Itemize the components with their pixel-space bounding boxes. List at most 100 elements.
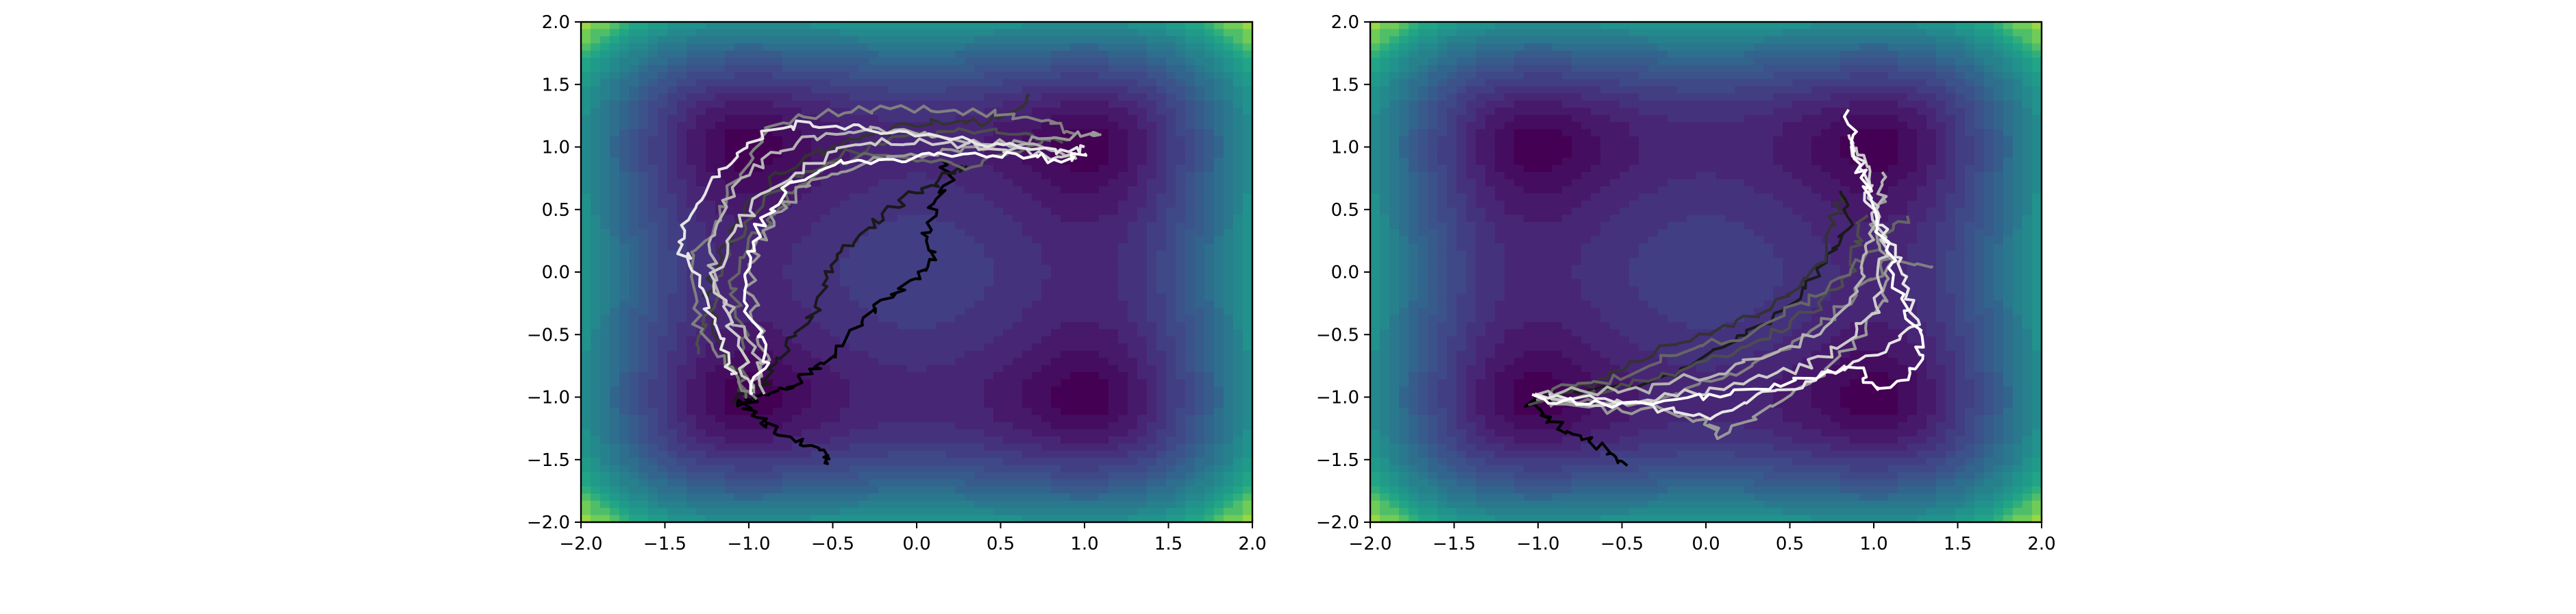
contour-cell [667,22,678,30]
contour-cell [610,479,620,487]
contour-cell [1089,36,1100,45]
contour-cell [696,108,706,116]
contour-cell [993,193,1004,201]
contour-cell [686,493,697,502]
contour-cell [1128,508,1138,516]
contour-cell [1099,200,1109,208]
contour-cell [1156,200,1167,208]
contour-cell [1243,358,1252,366]
contour-cell [1185,379,1196,387]
contour-cell [840,493,850,502]
contour-cell [1089,336,1100,345]
contour-cell [907,136,917,145]
contour-cell [917,479,927,487]
contour-cell [648,236,658,245]
contour-cell [993,458,1004,466]
contour-cell [1137,443,1148,452]
contour-cell [926,22,937,30]
contour-cell [591,322,601,330]
contour-cell [686,200,697,208]
contour-cell [686,408,697,416]
contour-cell [1099,222,1109,230]
contour-cell [581,493,591,502]
contour-cell [1061,293,1071,302]
contour-cell [1224,58,1234,66]
contour-cell [773,379,783,387]
contour-cell [600,114,610,123]
contour-cell [917,322,927,330]
contour-cell [878,258,889,266]
contour-cell [696,193,706,201]
contour-cell [897,322,908,330]
contour-cell [1204,50,1215,58]
contour-cell [945,450,956,458]
contour-cell [648,358,658,366]
contour-cell [696,300,706,308]
contour-cell [581,258,591,266]
contour-cell [686,422,697,430]
contour-cell [782,508,793,516]
contour-cell [1137,450,1148,458]
contour-cell [1224,158,1234,166]
contour-cell [1013,258,1023,266]
contour-cell [619,386,630,395]
contour-cell [1195,379,1205,387]
contour-cell [984,172,994,180]
contour-cell [773,286,783,295]
contour-cell [955,36,965,45]
contour-cell [830,58,841,66]
contour-cell [1022,465,1032,473]
contour-cell [648,114,658,123]
contour-cell [974,458,984,466]
contour-cell [993,100,1004,108]
contour-cell [965,508,975,516]
contour-cell [1003,143,1013,151]
contour-cell [821,43,831,51]
contour-cell [1185,279,1196,287]
contour-cell [725,458,735,466]
contour-cell [581,136,591,145]
contour-cell [1032,72,1042,80]
contour-cell [888,179,898,187]
contour-cell [1147,315,1157,323]
contour-cell [648,315,658,323]
contour-cell [754,508,764,516]
contour-cell [744,129,754,137]
contour-cell [696,415,706,423]
contour-cell [974,29,984,37]
contour-cell [658,393,668,402]
contour-cell [1195,408,1205,416]
contour-cell [907,400,917,408]
contour-cell [888,50,898,58]
contour-cell [1233,308,1243,316]
contour-cell [581,64,591,73]
contour-cell [1070,100,1080,108]
contour-cell [1099,508,1109,516]
contour-cell [734,43,745,51]
contour-cell [792,43,802,51]
contour-cell [1013,79,1023,87]
contour-cell [984,436,994,445]
contour-cell [782,300,793,308]
contour-cell [1080,479,1090,487]
contour-cell [802,515,812,522]
contour-cell [667,122,678,130]
contour-cell [984,158,994,166]
contour-cell [1185,136,1196,145]
contour-cell [821,386,831,395]
contour-cell [897,122,908,130]
contour-cell [1051,322,1061,330]
contour-cell [1214,443,1224,452]
contour-cell [1370,265,1380,273]
contour-cell [1003,458,1013,466]
contour-cell [888,36,898,45]
contour-cell [773,500,783,508]
contour-cell [792,458,802,466]
contour-cell [1214,500,1224,508]
contour-cell [629,343,639,352]
contour-cell [888,136,898,145]
contour-cell [802,222,812,230]
contour-cell [581,172,591,180]
contour-cell [1156,136,1167,145]
contour-cell [869,429,879,437]
